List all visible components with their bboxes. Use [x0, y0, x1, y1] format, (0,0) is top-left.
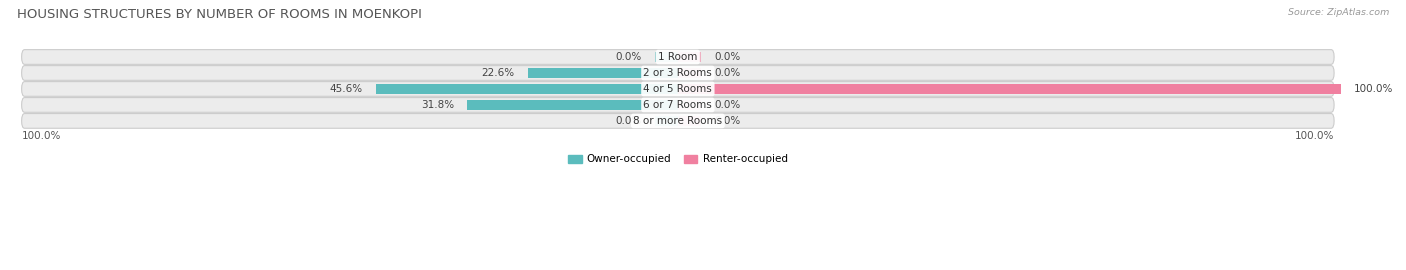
Text: 0.0%: 0.0% — [714, 100, 741, 110]
Text: 1 Room: 1 Room — [658, 52, 697, 62]
Bar — [655, 116, 678, 126]
FancyBboxPatch shape — [21, 114, 1334, 128]
Text: Source: ZipAtlas.com: Source: ZipAtlas.com — [1288, 8, 1389, 17]
Text: 0.0%: 0.0% — [714, 52, 741, 62]
Text: 45.6%: 45.6% — [329, 84, 363, 94]
Text: 31.8%: 31.8% — [420, 100, 454, 110]
Text: 100.0%: 100.0% — [21, 131, 60, 141]
Text: 22.6%: 22.6% — [482, 68, 515, 78]
Bar — [678, 52, 702, 62]
Bar — [529, 68, 678, 78]
Bar — [375, 84, 678, 94]
Bar — [678, 84, 1341, 94]
Bar — [678, 100, 702, 110]
FancyBboxPatch shape — [21, 97, 1334, 112]
Legend: Owner-occupied, Renter-occupied: Owner-occupied, Renter-occupied — [564, 150, 792, 168]
Bar — [678, 116, 702, 126]
Text: 0.0%: 0.0% — [714, 116, 741, 126]
Text: 0.0%: 0.0% — [616, 52, 641, 62]
Text: 8 or more Rooms: 8 or more Rooms — [633, 116, 723, 126]
Text: 0.0%: 0.0% — [616, 116, 641, 126]
Text: 100.0%: 100.0% — [1354, 84, 1393, 94]
Bar — [467, 100, 678, 110]
Bar — [655, 52, 678, 62]
Text: 6 or 7 Rooms: 6 or 7 Rooms — [644, 100, 713, 110]
FancyBboxPatch shape — [21, 50, 1334, 64]
Text: 100.0%: 100.0% — [1295, 131, 1334, 141]
Text: 0.0%: 0.0% — [714, 68, 741, 78]
Text: 4 or 5 Rooms: 4 or 5 Rooms — [644, 84, 713, 94]
Text: HOUSING STRUCTURES BY NUMBER OF ROOMS IN MOENKOPI: HOUSING STRUCTURES BY NUMBER OF ROOMS IN… — [17, 8, 422, 21]
Text: 2 or 3 Rooms: 2 or 3 Rooms — [644, 68, 713, 78]
Bar — [678, 68, 702, 78]
FancyBboxPatch shape — [21, 66, 1334, 80]
FancyBboxPatch shape — [21, 82, 1334, 96]
